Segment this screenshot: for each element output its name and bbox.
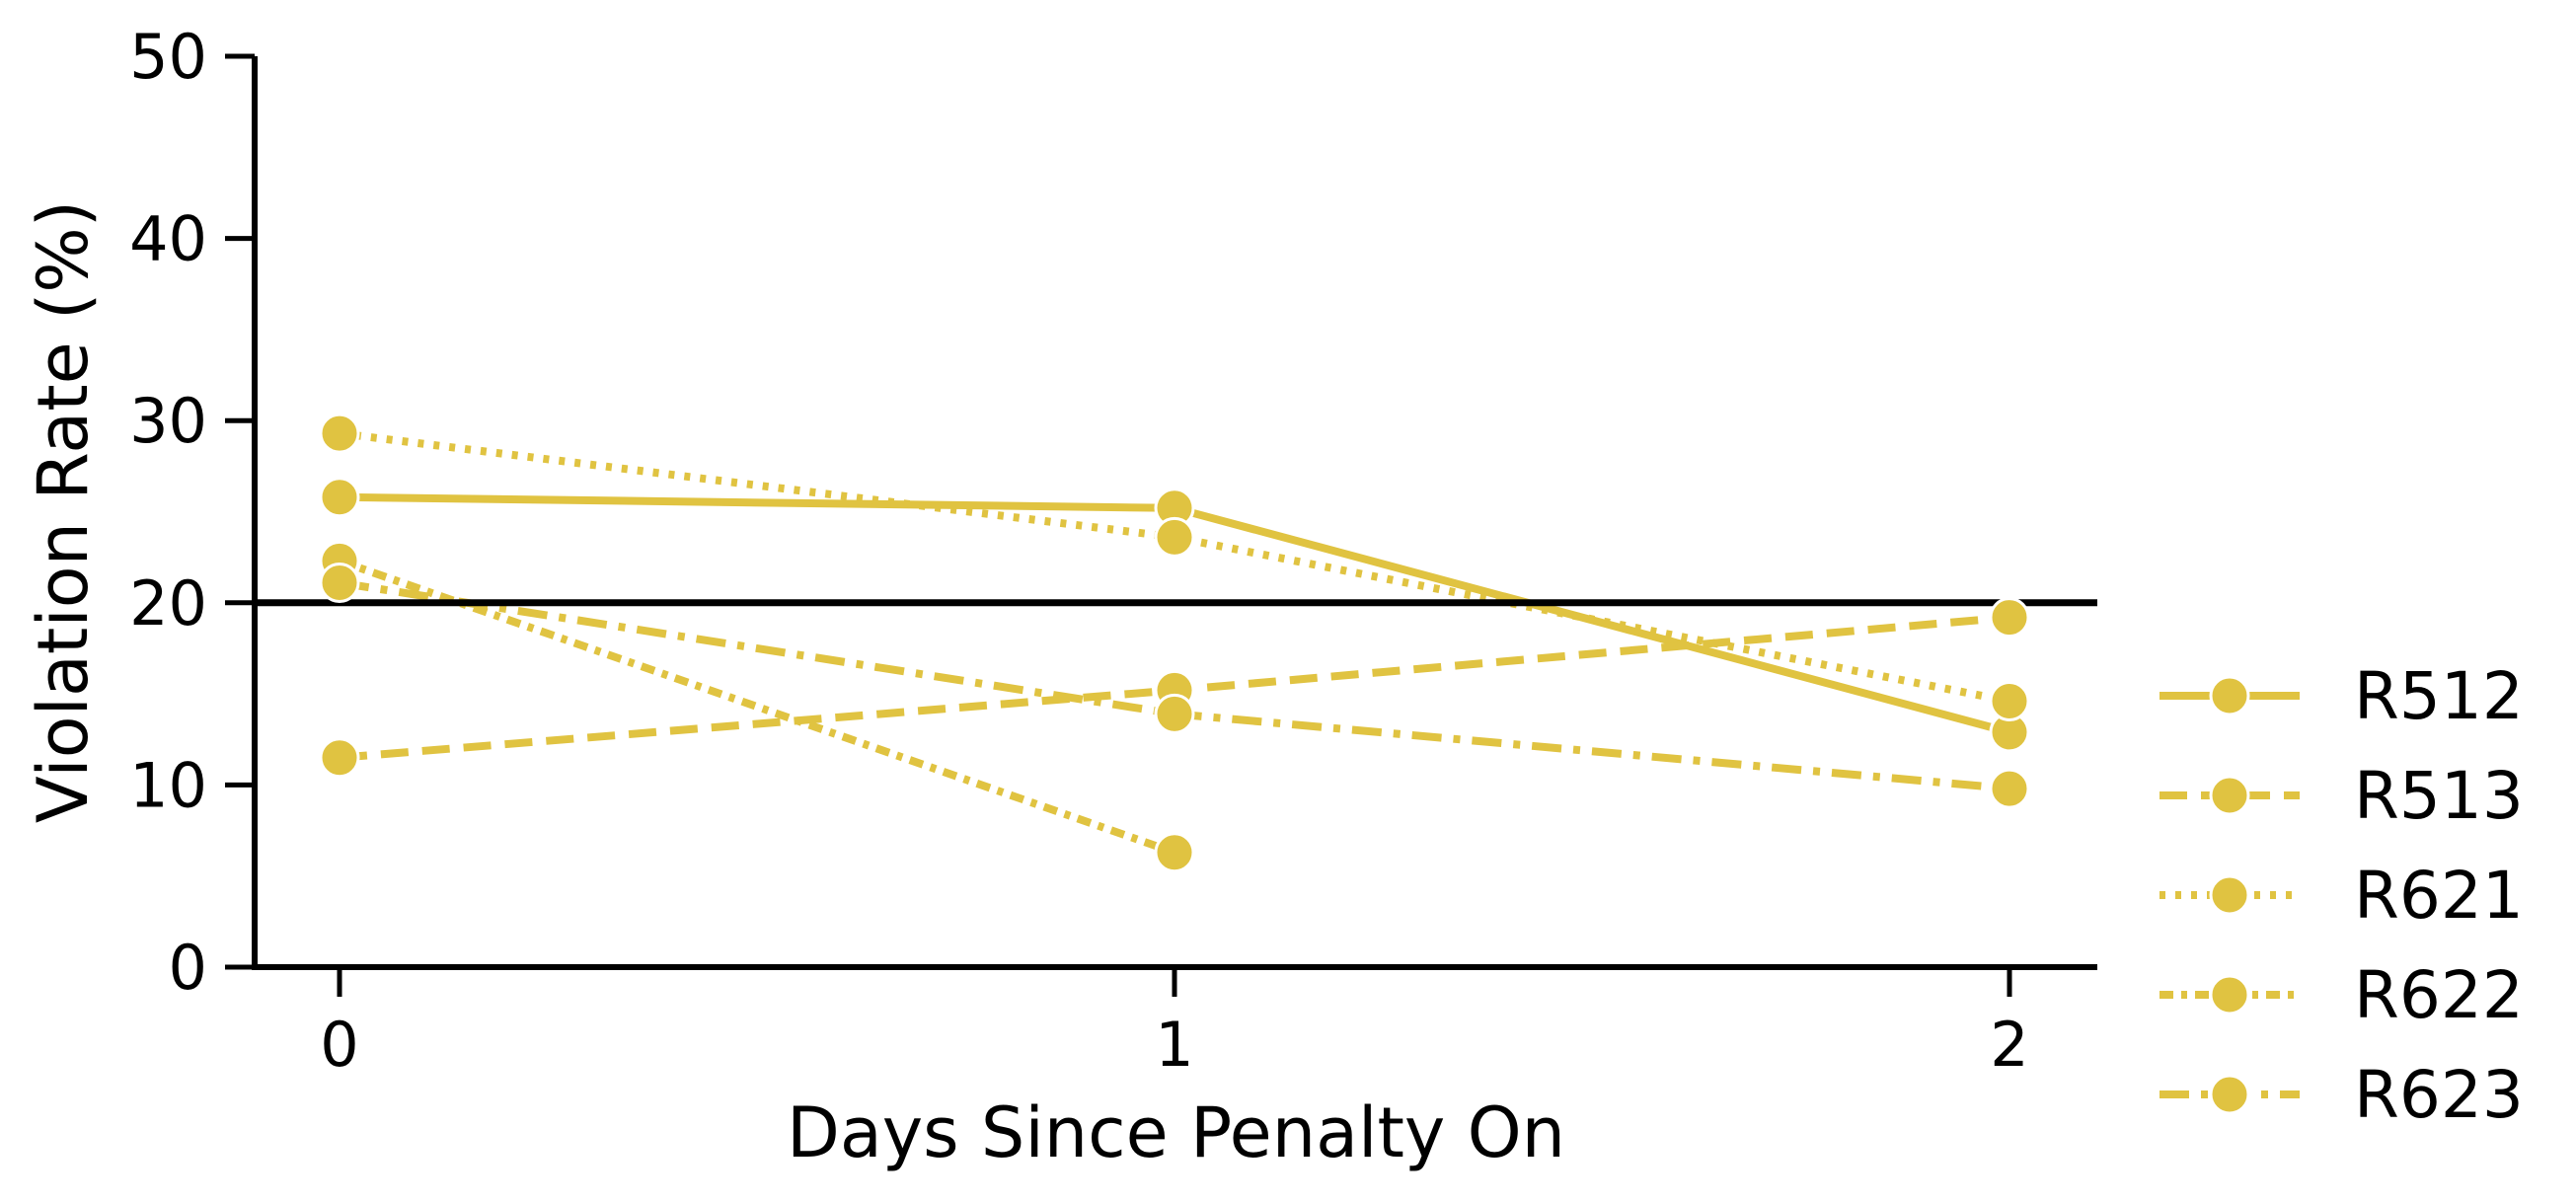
data-point-r621 [1154,516,1195,558]
y-axis-title: Violation Rate (%) [23,200,104,823]
y-tick-label: 30 [129,385,207,457]
legend-entry-r513: R513 [2159,758,2524,834]
y-tick-label: 0 [169,932,207,1004]
legend: R512 R513 R621 R622 R623 [2159,658,2524,1133]
legend-entry-r623: R623 [2159,1057,2524,1133]
data-point-r512 [319,477,360,518]
legend-marker [2209,675,2250,716]
x-tick-label: 0 [320,1009,358,1081]
y-tick-label: 20 [129,567,207,639]
data-point-r622 [1154,832,1195,873]
y-tick-label: 40 [129,203,207,275]
legend-label: R512 [2354,658,2524,734]
data-point-r513 [1989,597,2030,639]
series-line-r622 [338,557,1176,857]
legend-marker [2209,974,2250,1015]
legend-label: R622 [2354,957,2524,1033]
legend-marker [2209,775,2250,816]
legend-marker [2209,1074,2250,1115]
y-tick-label: 50 [129,21,207,93]
ticks: 0 10 20 30 40 50 0 1 2 [129,21,2029,1081]
legend-entry-r622: R622 [2159,957,2524,1033]
y-tick-label: 10 [129,749,207,821]
plot-area [255,413,2097,873]
legend-marker [2209,874,2250,916]
x-axis-title: Days Since Penalty On [787,1092,1565,1173]
data-point-r621 [1989,680,2030,721]
legend-label: R623 [2354,1057,2524,1133]
data-point-r513 [319,737,360,779]
legend-label: R621 [2354,858,2524,934]
data-point-r623 [319,562,360,603]
legend-label: R513 [2354,758,2524,834]
data-point-r623 [1989,768,2030,809]
data-point-r621 [319,413,360,454]
legend-entry-r512: R512 [2159,658,2524,734]
legend-entry-r621: R621 [2159,858,2524,934]
data-point-r623 [1154,693,1195,734]
x-tick-label: 2 [1990,1009,2028,1081]
x-tick-label: 1 [1155,1009,1193,1081]
